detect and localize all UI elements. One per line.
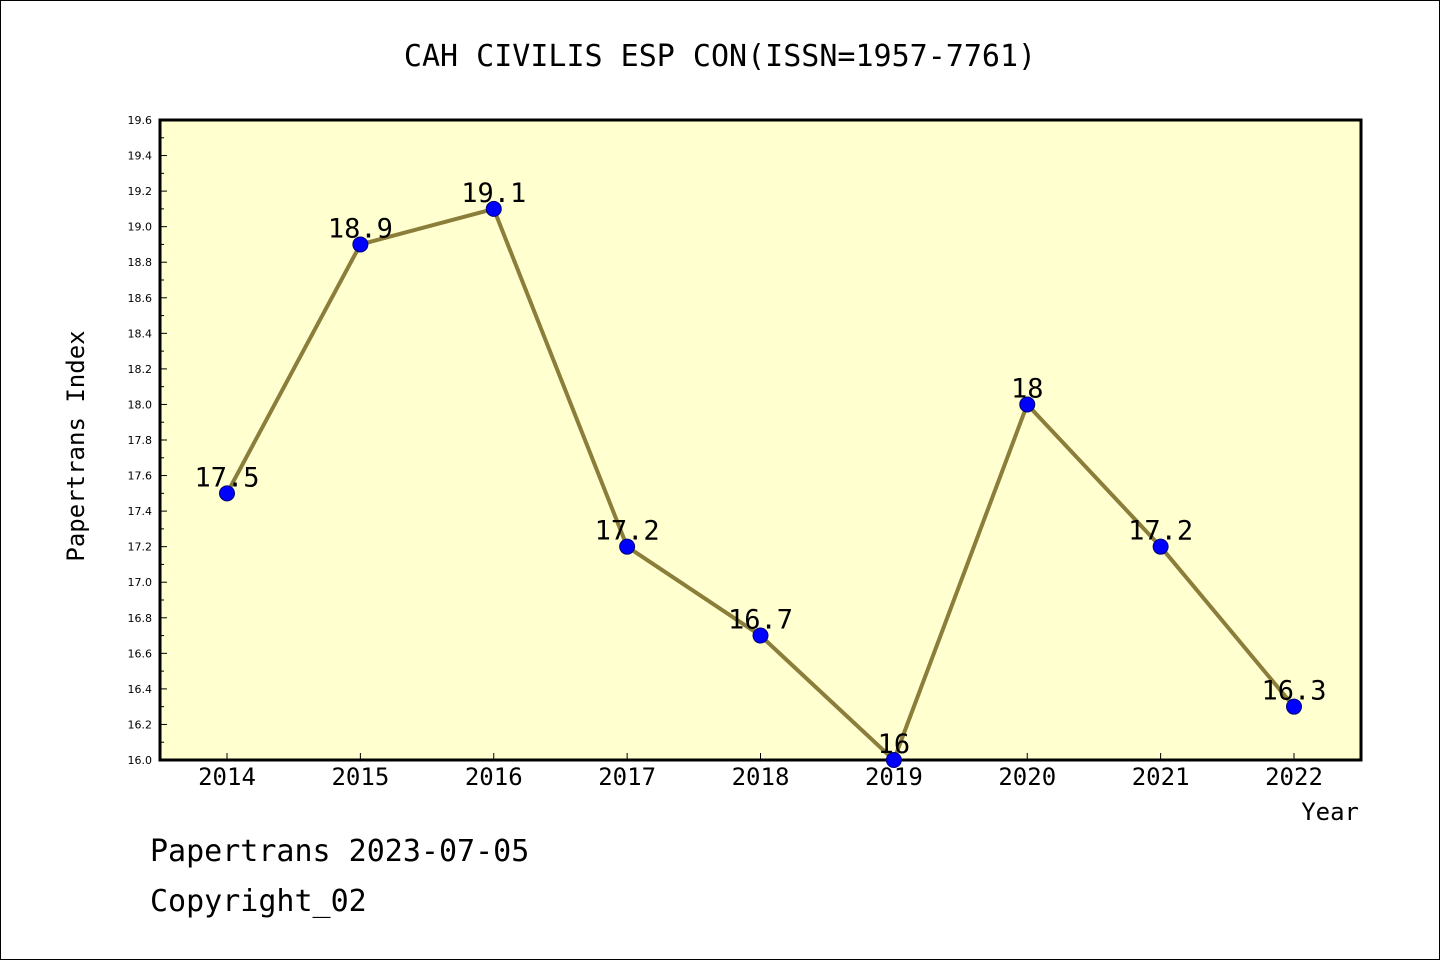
footer-copyright: Copyright_02 xyxy=(150,884,367,919)
y-tick-label: 16.0 xyxy=(128,754,153,767)
data-point xyxy=(352,236,369,253)
data-label: 16.7 xyxy=(728,605,793,636)
y-axis: 16.0 16.2 16.4 16.6 16.8 17.0 17.2 17.4 17.6 17.8… xyxy=(128,114,167,767)
x-tick-label: 2021 xyxy=(1132,763,1190,791)
y-tick-label: 17.2 xyxy=(128,541,153,554)
x-axis-title: Year xyxy=(1301,798,1359,826)
x-tick-label: 2018 xyxy=(732,763,790,791)
x-tick-label: 2014 xyxy=(198,763,256,791)
data-label: 16.3 xyxy=(1261,676,1326,707)
y-tick-label: 16.2 xyxy=(128,718,153,731)
y-tick-label: 17.0 xyxy=(128,576,153,589)
plot-area xyxy=(158,118,1363,762)
data-point xyxy=(219,485,235,502)
data-label: 18.9 xyxy=(328,213,393,244)
data-label: 19.1 xyxy=(461,178,526,209)
data-point xyxy=(1286,698,1302,715)
data-point xyxy=(885,752,902,768)
footer-date-line: Papertrans 2023-07-05 xyxy=(150,834,530,869)
data-label: 17.2 xyxy=(1128,516,1193,547)
data-point xyxy=(1152,538,1169,555)
y-tick-label: 18.6 xyxy=(128,292,153,305)
x-tick-label: 2022 xyxy=(1265,763,1323,791)
y-tick-label: 19.4 xyxy=(128,150,153,163)
data-point xyxy=(752,627,769,644)
y-tick-label: 19.2 xyxy=(128,185,153,198)
data-point xyxy=(1019,396,1036,413)
data-point xyxy=(619,538,636,555)
x-tick-label: 2017 xyxy=(598,763,656,791)
y-tick-label: 16.4 xyxy=(128,683,153,696)
x-tick-label: 2020 xyxy=(998,763,1056,791)
series-layer xyxy=(219,200,1302,768)
y-tick-label: 17.8 xyxy=(128,434,153,447)
x-tick-label: 2015 xyxy=(331,763,389,791)
y-tick-label: 18.0 xyxy=(128,398,153,411)
y-tick-label: 16.6 xyxy=(128,647,153,660)
x-axis: 2014 2015 2016 2017 2018 2019 2020 2021 2022 xyxy=(198,753,1323,791)
y-tick-label: 19.0 xyxy=(128,221,153,234)
y-tick-label: 18.2 xyxy=(128,363,153,376)
y-tick-label: 16.8 xyxy=(128,612,153,625)
y-tick-label: 17.4 xyxy=(128,505,153,518)
y-tick-label: 18.8 xyxy=(128,256,153,269)
data-label: 16 xyxy=(878,729,911,760)
data-label: 17.5 xyxy=(194,462,259,493)
data-label-layer: 17.5 18.9 19.1 17.2 16.7 16 18 17.2 16.3 xyxy=(194,178,1326,760)
y-tick-label: 19.6 xyxy=(128,114,153,127)
data-label: 17.2 xyxy=(595,516,660,547)
y-tick-label: 17.6 xyxy=(128,470,153,483)
data-label: 18 xyxy=(1011,373,1044,404)
chart-title: CAH CIVILIS ESP CON(ISSN=1957-7761) xyxy=(404,39,1036,74)
x-tick-label: 2016 xyxy=(465,763,523,791)
y-tick-label: 18.4 xyxy=(128,327,153,340)
data-point xyxy=(485,200,502,217)
y-axis-title: Papertrans Index xyxy=(62,330,90,561)
